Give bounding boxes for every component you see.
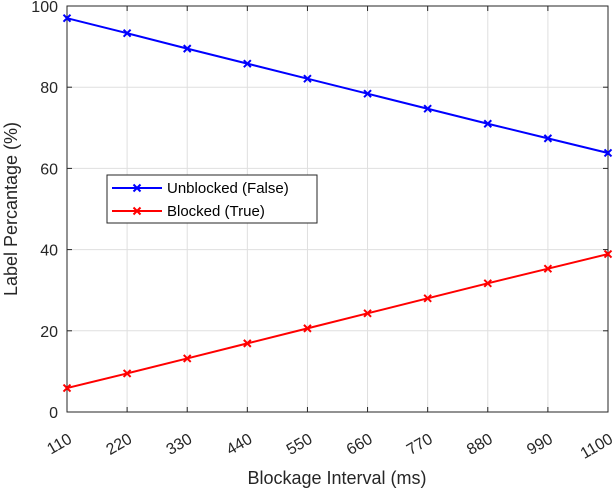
legend-label: Blocked (True) <box>167 203 265 220</box>
x-tick-label: 110 <box>44 431 75 459</box>
data-point <box>303 74 312 83</box>
data-point <box>183 44 192 53</box>
data-point <box>363 309 372 318</box>
legend-marker <box>132 183 142 193</box>
x-tick-label: 660 <box>344 431 376 459</box>
y-tick-label: 0 <box>49 405 58 422</box>
legend-box <box>106 174 318 224</box>
x-tick-label: 440 <box>224 431 256 459</box>
y-tick-label: 80 <box>40 80 58 97</box>
data-point <box>603 249 613 259</box>
y-tick-label: 40 <box>40 243 58 260</box>
data-point <box>483 119 492 128</box>
data-point <box>183 354 192 363</box>
series-1 <box>62 249 613 393</box>
legend: Unblocked (False) Blocked (True) <box>106 174 318 224</box>
legend-marker <box>132 206 142 216</box>
x-tick-label: 990 <box>524 431 556 459</box>
data-point <box>603 148 613 158</box>
y-tick-label: 20 <box>40 324 58 341</box>
data-point <box>243 339 252 348</box>
x-tick-label: 770 <box>404 431 436 459</box>
data-point <box>483 279 492 288</box>
data-point <box>122 28 132 38</box>
legend-item: Unblocked (False) <box>112 180 289 197</box>
data-point <box>303 324 312 333</box>
x-tick-label: 1100 <box>578 431 614 463</box>
data-point <box>122 369 132 378</box>
data-point <box>363 89 372 98</box>
data-point <box>423 104 432 113</box>
legend-item: Blocked (True) <box>112 203 265 220</box>
axis-ticks <box>66 5 609 413</box>
data-point <box>243 59 252 68</box>
data-point <box>543 264 553 273</box>
series-line <box>66 17 609 154</box>
series-line <box>66 253 609 390</box>
data-point <box>543 134 553 143</box>
series-group <box>62 13 613 393</box>
x-tick-label: 330 <box>164 431 196 459</box>
x-tick-labels: 110 220 330 440 550 660 770 880 990 1100 <box>44 431 614 463</box>
x-tick-label: 880 <box>464 431 496 459</box>
series-0 <box>62 13 613 158</box>
y-axis-title: Label Percantage (%) <box>1 122 21 296</box>
legend-label: Unblocked (False) <box>167 180 289 197</box>
y-tick-labels: 0 20 40 60 80 100 <box>31 0 58 422</box>
x-tick-label: 220 <box>103 431 135 459</box>
y-tick-label: 100 <box>31 0 58 16</box>
y-tick-label: 60 <box>40 161 58 178</box>
x-axis-title: Blockage Interval (ms) <box>247 468 426 488</box>
data-point <box>62 13 72 23</box>
data-point <box>62 383 72 393</box>
legend-items: Unblocked (False) Blocked (True) <box>112 180 289 220</box>
plot-frame <box>66 5 609 413</box>
x-tick-label: 550 <box>284 431 316 459</box>
data-point <box>423 294 432 303</box>
